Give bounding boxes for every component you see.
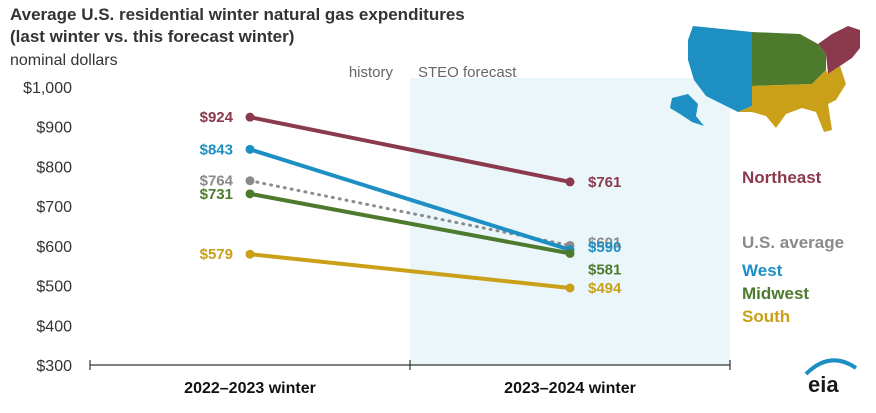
forecast-zone-label: STEO forecast bbox=[418, 64, 517, 81]
forecast-region-shade bbox=[410, 78, 730, 365]
map-west-region bbox=[688, 26, 752, 112]
map-northeast-region bbox=[818, 26, 860, 74]
x-tick-label: 2023–2024 winter bbox=[504, 380, 636, 397]
data-point-u-s-average bbox=[245, 176, 255, 186]
eia-logo-text: eia bbox=[808, 372, 839, 397]
y-tick-label: $900 bbox=[36, 120, 72, 137]
data-label-south: $579 bbox=[200, 246, 233, 263]
series-line-northeast bbox=[248, 115, 572, 184]
y-tick-label: $700 bbox=[36, 199, 72, 216]
y-tick-label: $800 bbox=[36, 159, 72, 176]
data-point-northeast bbox=[245, 112, 255, 122]
y-tick-label: $300 bbox=[36, 358, 72, 375]
data-label-midwest: $581 bbox=[588, 261, 621, 278]
y-tick-label: $400 bbox=[36, 318, 72, 335]
data-point-south bbox=[245, 249, 255, 259]
legend-item-west: West bbox=[742, 261, 783, 280]
chart-title: Average U.S. residential winter natural … bbox=[10, 5, 465, 24]
legend-item-u-s-average: U.S. average bbox=[742, 233, 844, 252]
data-point-south bbox=[565, 283, 575, 293]
map-midwest-region bbox=[752, 32, 826, 86]
us-regions-map-icon bbox=[670, 26, 860, 132]
map-alaska bbox=[670, 94, 704, 126]
legend-item-midwest: Midwest bbox=[742, 284, 809, 303]
map-south-region bbox=[738, 66, 846, 132]
chart-subtitle: (last winter vs. this forecast winter) bbox=[10, 27, 295, 46]
y-tick-label: $500 bbox=[36, 279, 72, 296]
data-point-midwest bbox=[565, 248, 575, 258]
y-axis-units-label: nominal dollars bbox=[10, 52, 118, 69]
data-label-south: $494 bbox=[588, 280, 622, 297]
series-line-midwest bbox=[248, 191, 572, 256]
data-label-west: $590 bbox=[588, 239, 621, 256]
x-tick-label: 2022–2023 winter bbox=[184, 380, 316, 397]
y-tick-label: $1,000 bbox=[23, 80, 72, 97]
data-label-northeast: $761 bbox=[588, 174, 621, 191]
data-label-u-s-average: $601 bbox=[588, 234, 621, 251]
data-point-northeast bbox=[565, 177, 575, 187]
series-line-west bbox=[248, 147, 572, 252]
eia-logo-arc bbox=[804, 358, 858, 376]
legend-item-northeast: Northeast bbox=[742, 168, 822, 187]
legend-item-south: South bbox=[742, 307, 790, 326]
data-label-northeast: $924 bbox=[200, 109, 234, 126]
data-label-midwest: $731 bbox=[200, 186, 233, 203]
y-tick-label: $600 bbox=[36, 239, 72, 256]
data-label-u-s-average: $764 bbox=[200, 173, 234, 190]
data-label-west: $843 bbox=[200, 141, 233, 158]
series-line-south bbox=[248, 252, 572, 290]
history-zone-label: history bbox=[349, 64, 394, 81]
data-point-west bbox=[245, 144, 255, 154]
eia-logo: eia bbox=[804, 358, 858, 397]
data-point-midwest bbox=[245, 189, 255, 199]
